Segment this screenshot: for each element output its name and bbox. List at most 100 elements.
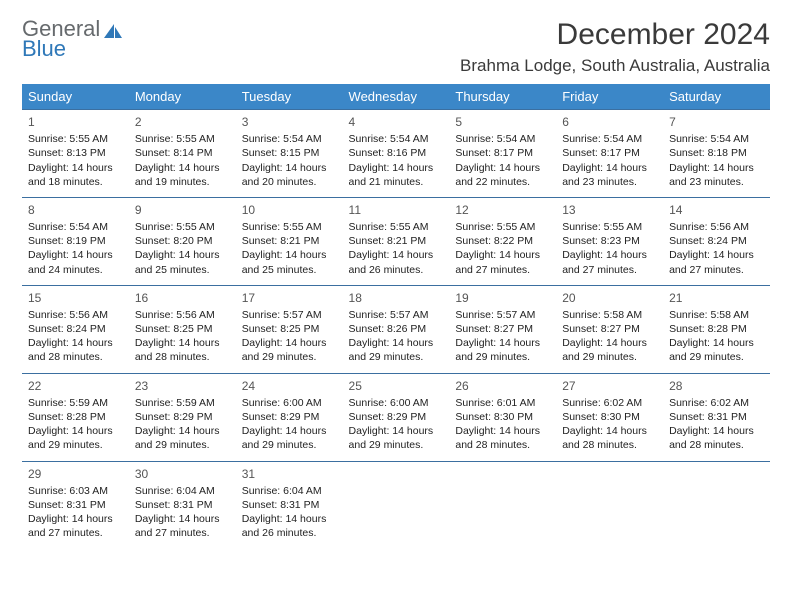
calendar-day-cell: 27Sunrise: 6:02 AMSunset: 8:30 PMDayligh… [556, 373, 663, 461]
calendar-day-cell: 11Sunrise: 5:55 AMSunset: 8:21 PMDayligh… [343, 197, 450, 285]
daylight-line: Daylight: 14 hours and 18 minutes. [28, 161, 123, 189]
calendar-empty-cell [663, 461, 770, 548]
calendar-day-cell: 2Sunrise: 5:55 AMSunset: 8:14 PMDaylight… [129, 110, 236, 198]
title-block: December 2024 Brahma Lodge, South Austra… [460, 18, 770, 76]
calendar-day-cell: 16Sunrise: 5:56 AMSunset: 8:25 PMDayligh… [129, 285, 236, 373]
daylight-line: Daylight: 14 hours and 25 minutes. [135, 248, 230, 276]
daylight-line: Daylight: 14 hours and 19 minutes. [135, 161, 230, 189]
daylight-line: Daylight: 14 hours and 24 minutes. [28, 248, 123, 276]
daylight-line: Daylight: 14 hours and 28 minutes. [28, 336, 123, 364]
day-number: 1 [28, 114, 123, 130]
weekday-header: Saturday [663, 84, 770, 110]
daylight-line: Daylight: 14 hours and 25 minutes. [242, 248, 337, 276]
calendar-day-cell: 7Sunrise: 5:54 AMSunset: 8:18 PMDaylight… [663, 110, 770, 198]
calendar-day-cell: 12Sunrise: 5:55 AMSunset: 8:22 PMDayligh… [449, 197, 556, 285]
calendar-day-cell: 18Sunrise: 5:57 AMSunset: 8:26 PMDayligh… [343, 285, 450, 373]
calendar-week-row: 29Sunrise: 6:03 AMSunset: 8:31 PMDayligh… [22, 461, 770, 548]
day-number: 9 [135, 202, 230, 218]
sunrise-line: Sunrise: 5:57 AM [242, 308, 337, 322]
calendar-day-cell: 17Sunrise: 5:57 AMSunset: 8:25 PMDayligh… [236, 285, 343, 373]
daylight-line: Daylight: 14 hours and 29 minutes. [242, 424, 337, 452]
calendar-empty-cell [556, 461, 663, 548]
calendar-day-cell: 6 Sunrise: 5:54 AMSunset: 8:17 PMDaylight… [556, 110, 663, 198]
header-row: General Blue December 2024 Brahma Lodge,… [22, 18, 770, 76]
weekday-header: Tuesday [236, 84, 343, 110]
daylight-line: Daylight: 14 hours and 29 minutes. [349, 336, 444, 364]
day-number: 31 [242, 466, 337, 482]
sunrise-line: Sunrise: 5:59 AM [135, 396, 230, 410]
sunset-line: Sunset: 8:29 PM [242, 410, 337, 424]
sunrise-line: Sunrise: 5:55 AM [455, 220, 550, 234]
sunset-line: Sunset: 8:30 PM [455, 410, 550, 424]
calendar-day-cell: 4Sunrise: 5:54 AMSunset: 8:16 PMDaylight… [343, 110, 450, 198]
sunset-line: Sunset: 8:24 PM [28, 322, 123, 336]
daylight-line: Daylight: 14 hours and 26 minutes. [349, 248, 444, 276]
day-number: 15 [28, 290, 123, 306]
day-number: 24 [242, 378, 337, 394]
day-number: 30 [135, 466, 230, 482]
daylight-line: Daylight: 14 hours and 27 minutes. [455, 248, 550, 276]
daylight-line: Daylight: 14 hours and 22 minutes. [455, 161, 550, 189]
weekday-header: Thursday [449, 84, 556, 110]
sunrise-line: Sunrise: 6:00 AM [349, 396, 444, 410]
daylight-line: Daylight: 14 hours and 29 minutes. [242, 336, 337, 364]
sunset-line: Sunset: 8:26 PM [349, 322, 444, 336]
day-number: 22 [28, 378, 123, 394]
day-number: 7 [669, 114, 764, 130]
sunrise-line: Sunrise: 5:57 AM [349, 308, 444, 322]
day-number: 3 [242, 114, 337, 130]
calendar-day-cell: 23Sunrise: 5:59 AMSunset: 8:29 PMDayligh… [129, 373, 236, 461]
daylight-line: Daylight: 14 hours and 28 minutes. [135, 336, 230, 364]
sunset-line: Sunset: 8:20 PM [135, 234, 230, 248]
calendar-week-row: 1Sunrise: 5:55 AMSunset: 8:13 PMDaylight… [22, 110, 770, 198]
sunset-line: Sunset: 8:31 PM [135, 498, 230, 512]
sunrise-line: Sunrise: 5:56 AM [28, 308, 123, 322]
calendar-day-cell: 20Sunrise: 5:58 AMSunset: 8:27 PMDayligh… [556, 285, 663, 373]
sunset-line: Sunset: 8:22 PM [455, 234, 550, 248]
logo-text-2: Blue [22, 38, 100, 60]
sunset-line: Sunset: 8:28 PM [669, 322, 764, 336]
calendar-day-cell: 9Sunrise: 5:55 AMSunset: 8:20 PMDaylight… [129, 197, 236, 285]
calendar-day-cell: 30Sunrise: 6:04 AMSunset: 8:31 PMDayligh… [129, 461, 236, 548]
daylight-line: Daylight: 14 hours and 29 minutes. [455, 336, 550, 364]
daylight-line: Daylight: 14 hours and 27 minutes. [28, 512, 123, 540]
sunset-line: Sunset: 8:17 PM [562, 146, 657, 160]
sunset-line: Sunset: 8:25 PM [135, 322, 230, 336]
sunrise-line: Sunrise: 6:02 AM [562, 396, 657, 410]
daylight-line: Daylight: 14 hours and 28 minutes. [669, 424, 764, 452]
day-number: 10 [242, 202, 337, 218]
sunrise-line: Sunrise: 5:54 AM [28, 220, 123, 234]
daylight-line: Daylight: 14 hours and 27 minutes. [135, 512, 230, 540]
day-number: 8 [28, 202, 123, 218]
calendar-week-row: 22Sunrise: 5:59 AMSunset: 8:28 PMDayligh… [22, 373, 770, 461]
sunrise-line: Sunrise: 5:55 AM [135, 132, 230, 146]
weekday-header: Sunday [22, 84, 129, 110]
calendar-day-cell: 1Sunrise: 5:55 AMSunset: 8:13 PMDaylight… [22, 110, 129, 198]
sunset-line: Sunset: 8:18 PM [669, 146, 764, 160]
sunrise-line: Sunrise: 5:54 AM [562, 132, 657, 146]
calendar-day-cell: 22Sunrise: 5:59 AMSunset: 8:28 PMDayligh… [22, 373, 129, 461]
calendar-empty-cell [343, 461, 450, 548]
sunrise-line: Sunrise: 6:02 AM [669, 396, 764, 410]
sunrise-line: Sunrise: 5:55 AM [242, 220, 337, 234]
day-number: 6 [562, 114, 657, 130]
calendar-day-cell: 8 Sunrise: 5:54 AMSunset: 8:19 PMDaylight… [22, 197, 129, 285]
day-number: 25 [349, 378, 444, 394]
weekday-header: Monday [129, 84, 236, 110]
sunset-line: Sunset: 8:19 PM [28, 234, 123, 248]
month-title: December 2024 [460, 18, 770, 52]
weekday-header-row: SundayMondayTuesdayWednesdayThursdayFrid… [22, 84, 770, 110]
sunset-line: Sunset: 8:17 PM [455, 146, 550, 160]
day-number: 26 [455, 378, 550, 394]
day-number: 23 [135, 378, 230, 394]
calendar-day-cell: 15 Sunrise: 5:56 AMSunset: 8:24 PMDayligh… [22, 285, 129, 373]
daylight-line: Daylight: 14 hours and 23 minutes. [669, 161, 764, 189]
daylight-line: Daylight: 14 hours and 23 minutes. [562, 161, 657, 189]
day-number: 14 [669, 202, 764, 218]
calendar-empty-cell [449, 461, 556, 548]
sunrise-line: Sunrise: 5:54 AM [349, 132, 444, 146]
logo: General Blue [22, 18, 124, 60]
weekday-header: Friday [556, 84, 663, 110]
calendar-day-cell: 24Sunrise: 6:00 AMSunset: 8:29 PMDayligh… [236, 373, 343, 461]
calendar-day-cell: 10Sunrise: 5:55 AMSunset: 8:21 PMDayligh… [236, 197, 343, 285]
